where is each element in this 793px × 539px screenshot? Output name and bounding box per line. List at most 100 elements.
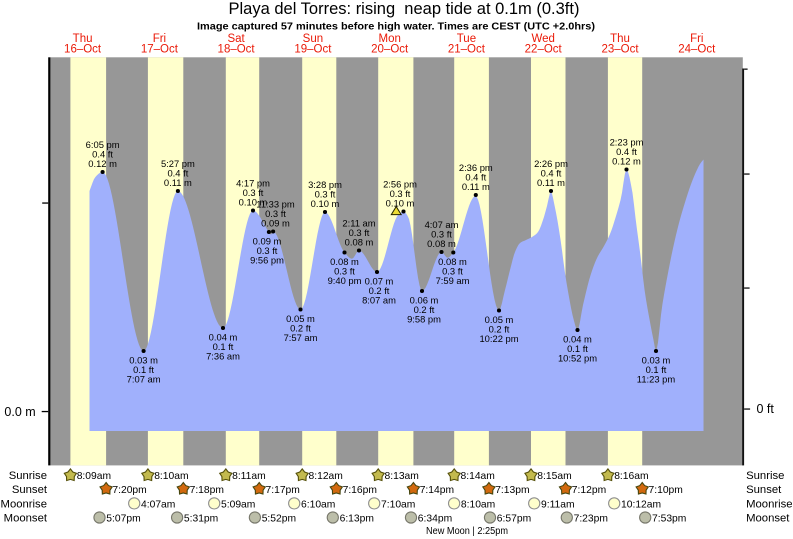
svg-text:0.1 ft: 0.1 ft	[567, 343, 588, 354]
svg-text:10:12am: 10:12am	[621, 499, 661, 510]
svg-text:0.10 m: 0.10 m	[239, 196, 268, 207]
svg-text:8:07 am: 8:07 am	[362, 295, 396, 306]
svg-text:0.1 ft: 0.1 ft	[646, 364, 667, 375]
svg-text:7:59 am: 7:59 am	[436, 275, 470, 286]
svg-text:0.12 m: 0.12 m	[88, 158, 117, 169]
svg-text:0.2 ft: 0.2 ft	[489, 324, 510, 335]
svg-text:4:07 am: 4:07 am	[425, 219, 459, 230]
svg-text:Fri: Fri	[153, 33, 166, 45]
svg-text:2:26 pm: 2:26 pm	[534, 158, 568, 169]
svg-text:7:53pm: 7:53pm	[652, 513, 686, 524]
svg-text:Thu: Thu	[73, 33, 93, 45]
svg-text:4:07am: 4:07am	[141, 499, 175, 510]
svg-text:Sunrise: Sunrise	[746, 470, 784, 482]
svg-text:0.4 ft: 0.4 ft	[616, 146, 637, 157]
svg-text:0.11 m: 0.11 m	[462, 181, 490, 192]
svg-text:0.0 m: 0.0 m	[4, 405, 35, 419]
svg-text:11:23 pm: 11:23 pm	[637, 374, 676, 385]
svg-text:0.2 ft: 0.2 ft	[414, 304, 435, 315]
svg-text:0.10 m: 0.10 m	[311, 198, 340, 209]
svg-text:10:52 pm: 10:52 pm	[558, 353, 597, 364]
svg-text:2:23 pm: 2:23 pm	[610, 137, 644, 148]
svg-text:0.04 m: 0.04 m	[563, 334, 592, 345]
svg-text:Thu: Thu	[610, 33, 630, 45]
svg-text:Fri: Fri	[690, 33, 703, 45]
svg-text:0.2 ft: 0.2 ft	[290, 323, 311, 334]
svg-text:2:36 pm: 2:36 pm	[459, 162, 493, 173]
svg-text:Sat: Sat	[227, 33, 245, 45]
svg-text:0.11 m: 0.11 m	[537, 177, 565, 188]
svg-text:0.08 m: 0.08 m	[427, 238, 456, 249]
svg-text:0.3 ft: 0.3 ft	[390, 188, 411, 199]
svg-text:Mon: Mon	[379, 33, 401, 45]
svg-text:7:20pm: 7:20pm	[112, 485, 146, 496]
svg-text:0.06 m: 0.06 m	[410, 295, 439, 306]
svg-text:9:56 pm: 9:56 pm	[250, 255, 284, 266]
svg-text:7:14pm: 7:14pm	[420, 485, 454, 496]
svg-text:7:18pm: 7:18pm	[190, 485, 224, 496]
svg-text:0.3 ft: 0.3 ft	[315, 188, 336, 199]
svg-text:New Moon | 2:25pm: New Moon | 2:25pm	[426, 526, 508, 537]
svg-text:7:17pm: 7:17pm	[266, 485, 300, 496]
svg-text:Tue: Tue	[457, 33, 476, 45]
svg-text:19–Oct: 19–Oct	[294, 43, 332, 55]
svg-text:0.1 ft: 0.1 ft	[133, 364, 154, 375]
svg-text:8:11am: 8:11am	[232, 471, 266, 482]
svg-text:0.3 ft: 0.3 ft	[257, 245, 278, 256]
svg-text:9:11am: 9:11am	[541, 499, 575, 510]
svg-text:0.03 m: 0.03 m	[129, 355, 158, 366]
svg-text:0.08 m: 0.08 m	[345, 236, 374, 247]
svg-text:0.3 ft: 0.3 ft	[243, 187, 264, 198]
svg-text:6:05 pm: 6:05 pm	[86, 139, 120, 150]
svg-text:7:16pm: 7:16pm	[343, 485, 377, 496]
svg-text:0.12 m: 0.12 m	[612, 155, 641, 166]
svg-text:18–Oct: 18–Oct	[218, 43, 256, 55]
svg-text:5:09am: 5:09am	[221, 499, 255, 510]
svg-text:5:27 pm: 5:27 pm	[161, 158, 195, 169]
svg-text:5:52pm: 5:52pm	[262, 513, 296, 524]
svg-text:8:15am: 8:15am	[537, 471, 571, 482]
svg-text:8:10am: 8:10am	[154, 471, 188, 482]
svg-text:0.4 ft: 0.4 ft	[167, 167, 188, 178]
svg-text:0.08 m: 0.08 m	[330, 256, 359, 267]
svg-text:Moonset: Moonset	[4, 512, 48, 524]
svg-text:22–Oct: 22–Oct	[525, 43, 563, 55]
svg-text:6:10am: 6:10am	[301, 499, 335, 510]
svg-text:0.08 m: 0.08 m	[438, 256, 467, 267]
svg-text:8:10am: 8:10am	[461, 499, 495, 510]
svg-text:6:13pm: 6:13pm	[340, 513, 374, 524]
svg-text:7:57 am: 7:57 am	[284, 332, 318, 343]
svg-text:0.4 ft: 0.4 ft	[465, 171, 486, 182]
svg-text:Wed: Wed	[531, 33, 554, 45]
svg-text:9:58 pm: 9:58 pm	[407, 314, 441, 325]
svg-text:21–Oct: 21–Oct	[448, 43, 486, 55]
svg-text:0.3 ft: 0.3 ft	[442, 266, 463, 277]
svg-text:7:10pm: 7:10pm	[649, 485, 683, 496]
svg-text:2:11 am: 2:11 am	[342, 218, 375, 229]
svg-text:Image captured 57 minutes befo: Image captured 57 minutes before high wa…	[197, 20, 595, 32]
svg-text:0.2 ft: 0.2 ft	[369, 285, 390, 296]
svg-text:0.3 ft: 0.3 ft	[334, 266, 355, 277]
svg-text:20–Oct: 20–Oct	[371, 43, 409, 55]
svg-text:24–Oct: 24–Oct	[678, 43, 716, 55]
svg-text:3:28 pm: 3:28 pm	[308, 179, 342, 190]
svg-text:Sunset: Sunset	[746, 484, 782, 496]
svg-text:16–Oct: 16–Oct	[64, 43, 102, 55]
svg-text:Moonrise: Moonrise	[746, 498, 792, 510]
svg-text:0.3 ft: 0.3 ft	[431, 228, 452, 239]
svg-text:7:23pm: 7:23pm	[574, 513, 608, 524]
svg-text:7:07 am: 7:07 am	[127, 374, 161, 385]
svg-text:0.05 m: 0.05 m	[286, 313, 315, 324]
svg-text:9:40 pm: 9:40 pm	[328, 275, 362, 286]
svg-text:0.10 m: 0.10 m	[386, 197, 415, 208]
svg-text:Playa del Torres: rising neap: Playa del Torres: rising neap tide at 0.…	[229, 0, 580, 18]
svg-text:0.09 m: 0.09 m	[261, 217, 290, 228]
svg-text:7:36 am: 7:36 am	[206, 351, 240, 362]
svg-text:7:10am: 7:10am	[381, 499, 415, 510]
svg-text:0.04 m: 0.04 m	[209, 332, 238, 343]
svg-text:8:12am: 8:12am	[309, 471, 343, 482]
svg-text:8:09am: 8:09am	[77, 471, 111, 482]
svg-text:8:16am: 8:16am	[614, 471, 648, 482]
svg-text:0.09 m: 0.09 m	[253, 236, 282, 247]
svg-text:8:13am: 8:13am	[385, 471, 419, 482]
